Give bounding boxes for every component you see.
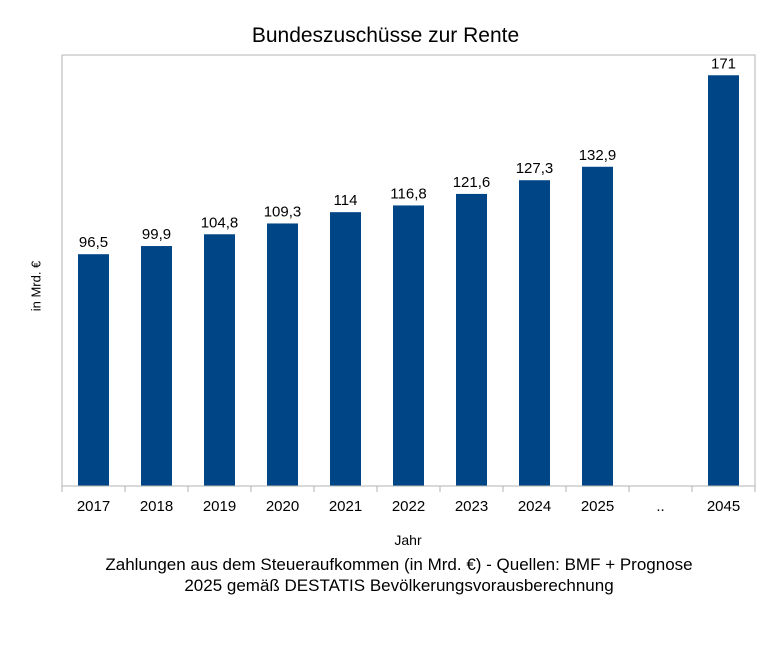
chart-caption: Zahlungen aus dem Steueraufkommen (in Mr… [0,554,771,596]
bar-2021 [330,212,361,486]
caption-line-2: 2025 gemäß DESTATIS Bevölkerungsvorausbe… [184,576,614,595]
bar-2017 [78,254,109,486]
value-label-2018: 99,9 [142,226,171,243]
caption-line-1: Zahlungen aus dem Steueraufkommen (in Mr… [105,555,693,574]
bar-2022 [393,205,424,486]
bar-2018 [141,246,172,486]
x-tick-label: 2022 [392,498,425,515]
x-tick-label: .. [656,498,664,515]
value-label-2019: 104,8 [201,214,239,231]
bar-2024 [519,180,550,486]
x-tick-label: 2021 [329,498,362,515]
bars-layer [78,75,739,487]
value-label-2022: 116,8 [390,185,426,202]
bar-2045 [708,75,739,487]
x-tick-label: 2020 [266,498,299,515]
bar-2025 [582,166,613,486]
x-tick-label: 2023 [455,498,488,515]
chart-title: Bundeszuschüsse zur Rente [251,24,520,47]
x-tick-label: 2045 [707,498,740,515]
x-tick-label: 2017 [77,498,110,515]
x-tick-label: 2019 [203,498,236,515]
value-label-2045: 171 [711,55,736,72]
value-label-2021: 114 [334,192,358,209]
value-label-2023: 121,6 [453,174,491,191]
value-label-2017: 96,5 [79,234,108,251]
x-tick-label: 2024 [518,498,551,515]
x-axis-label: Jahr [394,532,422,548]
bar-2019 [204,234,235,486]
value-label-2020: 109,3 [264,203,302,220]
x-tick-label: 2018 [140,498,173,515]
bar-2020 [267,223,298,486]
value-label-2025: 132,9 [579,147,617,164]
ticks-layer [61,485,756,492]
labels-layer: 2017 96,5 2018 99,9 2019 104,8 2020 109,3 2021 11… [77,55,740,515]
x-tick-label: 2025 [581,498,614,515]
bar-2023 [456,193,487,486]
value-label-2024: 127,3 [516,160,554,177]
